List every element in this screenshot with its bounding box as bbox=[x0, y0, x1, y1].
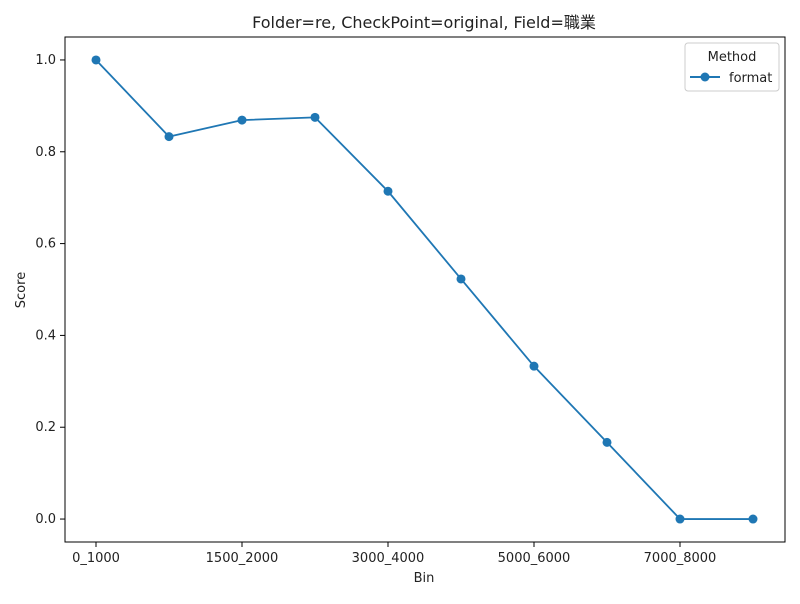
y-tick-label: 0.6 bbox=[35, 237, 56, 252]
y-axis-label: Score bbox=[14, 272, 29, 308]
x-tick-label: 3000_4000 bbox=[352, 551, 425, 566]
data-point bbox=[91, 55, 101, 65]
x-tick-label: 0_1000 bbox=[72, 551, 120, 566]
data-point bbox=[675, 514, 685, 524]
y-tick-label: 0.0 bbox=[35, 512, 56, 527]
x-axis: 0_1000 1500_2000 3000_4000 5000_6000 7000_80… bbox=[72, 542, 716, 566]
data-point bbox=[164, 132, 174, 142]
y-axis: 0.0 0.2 0.4 0.6 0.8 1.0 bbox=[35, 53, 65, 527]
y-tick-label: 0.4 bbox=[35, 328, 56, 343]
x-tick-label: 5000_6000 bbox=[498, 551, 571, 566]
legend-marker-swatch bbox=[700, 72, 710, 82]
x-axis-label: Bin bbox=[414, 571, 435, 586]
data-point bbox=[602, 437, 612, 447]
legend-title: Method bbox=[708, 50, 757, 65]
x-tick-label: 7000_8000 bbox=[644, 551, 717, 566]
data-point bbox=[237, 115, 247, 125]
plot-frame bbox=[64, 36, 786, 543]
x-tick-label: 1500_2000 bbox=[206, 551, 279, 566]
data-point bbox=[529, 361, 539, 371]
plot-area: 0.0 0.2 0.4 0.6 0.8 1.0 0_1000 1500_2000 3000_4… bbox=[35, 36, 786, 566]
series-line-format bbox=[95, 59, 753, 520]
series-layer bbox=[91, 55, 758, 524]
y-tick-label: 0.8 bbox=[35, 145, 56, 160]
data-point bbox=[383, 186, 393, 196]
legend-entry-label: format bbox=[729, 71, 772, 86]
data-point bbox=[748, 514, 758, 524]
data-point bbox=[456, 274, 466, 284]
data-point bbox=[310, 112, 320, 122]
y-tick-label: 0.2 bbox=[35, 420, 56, 435]
legend: Method format bbox=[684, 42, 780, 92]
y-tick-label: 1.0 bbox=[35, 53, 56, 68]
chart-title: Folder=re, CheckPoint=original, Field=職業 bbox=[252, 13, 596, 32]
